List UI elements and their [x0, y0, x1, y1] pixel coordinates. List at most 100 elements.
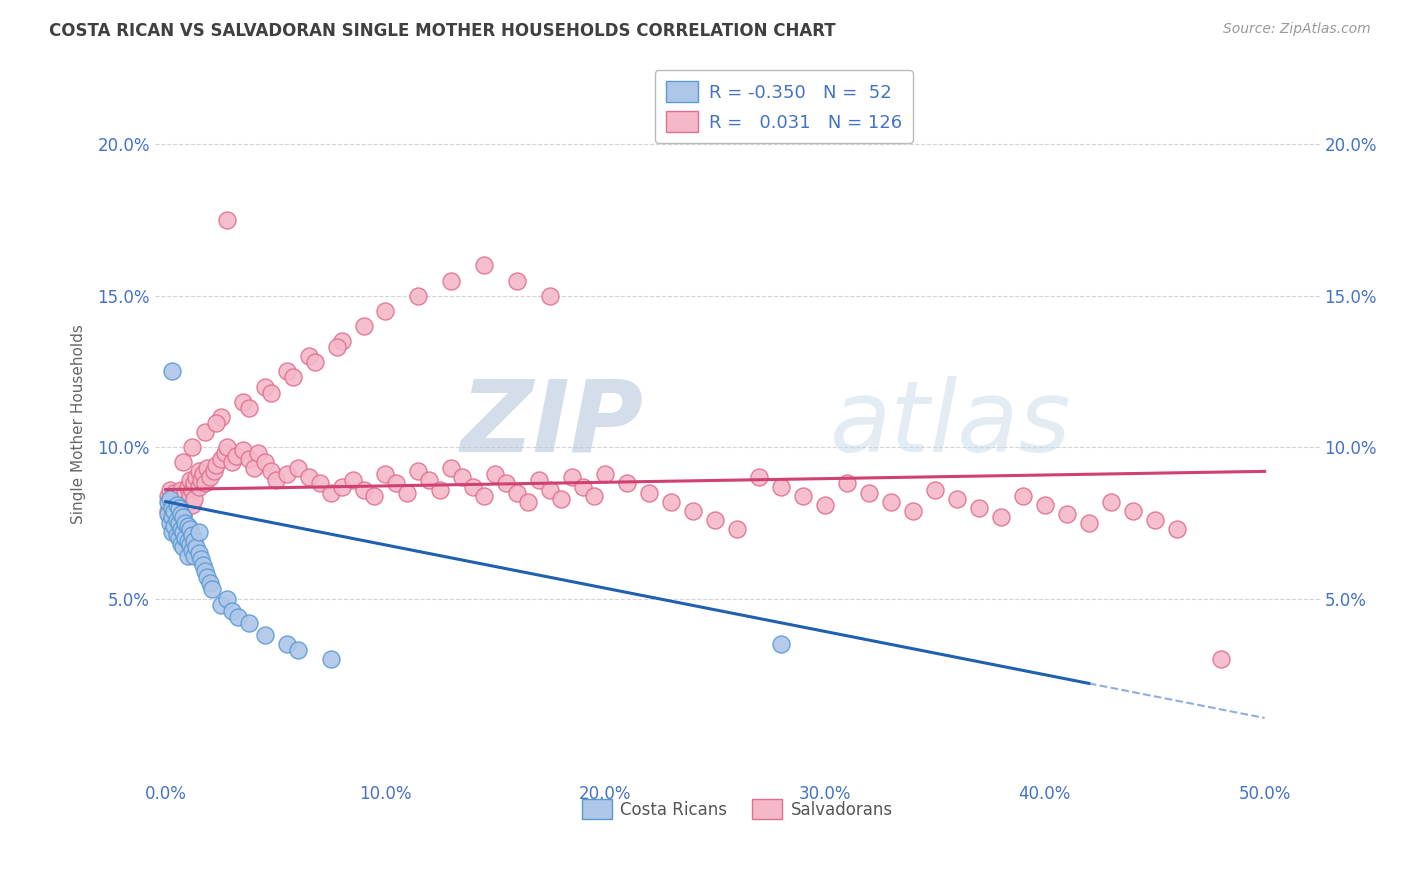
Point	[167, 489, 190, 503]
Point	[190, 474, 212, 488]
Point	[162, 507, 184, 521]
Text: ZIP: ZIP	[461, 376, 644, 473]
Point	[163, 504, 186, 518]
Point	[174, 485, 197, 500]
Point	[159, 483, 181, 497]
Point	[440, 274, 463, 288]
Point	[194, 476, 217, 491]
Point	[159, 491, 181, 506]
Text: COSTA RICAN VS SALVADORAN SINGLE MOTHER HOUSEHOLDS CORRELATION CHART: COSTA RICAN VS SALVADORAN SINGLE MOTHER …	[49, 22, 835, 40]
Point	[191, 558, 214, 573]
Point	[181, 440, 204, 454]
Point	[167, 516, 190, 530]
Point	[287, 643, 309, 657]
Point	[197, 570, 219, 584]
Point	[183, 491, 205, 506]
Point	[1056, 507, 1078, 521]
Point	[214, 446, 236, 460]
Point	[187, 524, 209, 539]
Point	[198, 576, 221, 591]
Point	[201, 582, 224, 597]
Point	[172, 491, 194, 506]
Point	[276, 364, 298, 378]
Point	[172, 540, 194, 554]
Point	[283, 370, 305, 384]
Point	[181, 483, 204, 497]
Text: Source: ZipAtlas.com: Source: ZipAtlas.com	[1223, 22, 1371, 37]
Point	[1166, 522, 1188, 536]
Point	[209, 452, 232, 467]
Point	[162, 509, 184, 524]
Point	[330, 334, 353, 348]
Point	[374, 303, 396, 318]
Point	[183, 476, 205, 491]
Point	[538, 483, 561, 497]
Point	[179, 474, 201, 488]
Point	[174, 500, 197, 515]
Point	[186, 540, 208, 554]
Point	[276, 637, 298, 651]
Point	[202, 464, 225, 478]
Point	[238, 615, 260, 630]
Point	[163, 500, 186, 515]
Point	[232, 394, 254, 409]
Point	[1033, 498, 1056, 512]
Point	[159, 516, 181, 530]
Point	[226, 609, 249, 624]
Point	[166, 528, 188, 542]
Point	[176, 549, 198, 564]
Point	[217, 440, 239, 454]
Point	[880, 494, 903, 508]
Point	[538, 288, 561, 302]
Point	[174, 516, 197, 530]
Point	[924, 483, 946, 497]
Point	[187, 479, 209, 493]
Point	[176, 479, 198, 493]
Point	[264, 474, 287, 488]
Point	[238, 452, 260, 467]
Point	[170, 483, 193, 497]
Point	[396, 485, 419, 500]
Point	[181, 543, 204, 558]
Point	[330, 479, 353, 493]
Point	[550, 491, 572, 506]
Point	[583, 489, 606, 503]
Point	[167, 531, 190, 545]
Point	[156, 494, 179, 508]
Point	[162, 500, 184, 515]
Point	[172, 509, 194, 524]
Point	[253, 455, 276, 469]
Point	[174, 531, 197, 545]
Point	[1122, 504, 1144, 518]
Point	[429, 483, 451, 497]
Point	[179, 537, 201, 551]
Point	[682, 504, 704, 518]
Point	[792, 489, 814, 503]
Point	[408, 464, 430, 478]
Point	[440, 461, 463, 475]
Point	[183, 534, 205, 549]
Point	[159, 498, 181, 512]
Y-axis label: Single Mother Households: Single Mother Households	[72, 325, 86, 524]
Point	[166, 498, 188, 512]
Point	[353, 483, 375, 497]
Point	[167, 500, 190, 515]
Point	[748, 470, 770, 484]
Point	[162, 364, 184, 378]
Point	[276, 467, 298, 482]
Point	[1143, 513, 1166, 527]
Point	[593, 467, 616, 482]
Point	[194, 425, 217, 439]
Point	[221, 604, 243, 618]
Point	[205, 458, 228, 473]
Point	[659, 494, 682, 508]
Point	[308, 476, 330, 491]
Point	[221, 455, 243, 469]
Point	[529, 474, 551, 488]
Point	[238, 401, 260, 415]
Point	[572, 479, 595, 493]
Legend: Costa Ricans, Salvadorans: Costa Ricans, Salvadorans	[575, 793, 900, 825]
Point	[181, 498, 204, 512]
Point	[163, 519, 186, 533]
Point	[179, 489, 201, 503]
